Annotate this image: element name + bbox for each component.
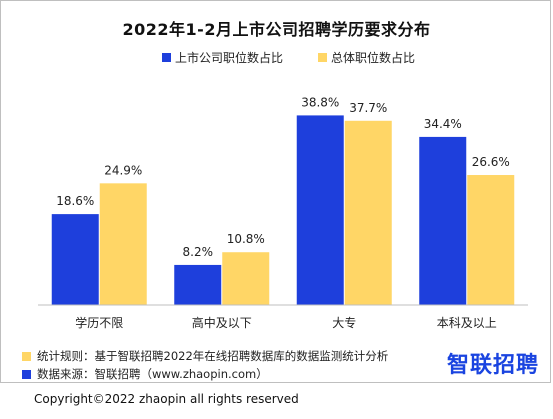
category-label-3: 大专: [332, 315, 356, 330]
legend-label-2: 总体职位数占比: [331, 50, 415, 65]
chart-title: 2022年1-2月上市公司招聘学历要求分布: [122, 20, 431, 39]
value-label-2-2: 10.8%: [227, 232, 265, 246]
copyright-text: Copyright©2022 zhaopin all rights reserv…: [34, 392, 299, 406]
value-label-1-2: 8.2%: [183, 245, 214, 259]
legend-label-1: 上市公司职位数占比: [175, 50, 283, 65]
bar-1-1: [51, 214, 99, 305]
bar-chart: 上市公司职位数占比 总体职位数占比 18.6% 24.9% 学历不限 8.2% 10.8% 高…: [38, 50, 528, 330]
category-label-1: 学历不限: [75, 315, 123, 330]
legend-swatch-2: [318, 53, 327, 62]
value-label-2-3: 37.7%: [349, 101, 387, 115]
category-label-4: 本科及以上: [437, 316, 497, 330]
bar-2-3: [344, 120, 392, 305]
value-label-1-3: 38.8%: [301, 95, 339, 109]
value-label-2-1: 24.9%: [104, 163, 142, 177]
rule-note-swatch: [22, 351, 31, 361]
bar-1-2: [174, 264, 222, 305]
statistics-rule-note: 统计规则：基于智联招聘2022年在线招聘数据库的数据监测统计分析: [22, 348, 388, 364]
value-label-1-4: 34.4%: [424, 117, 462, 131]
value-label-2-4: 26.6%: [472, 155, 510, 169]
bar-2-1: [99, 183, 147, 305]
bar-1-3: [296, 115, 344, 305]
source-note-swatch: [22, 369, 31, 379]
data-source-note: 数据来源：智联招聘（www.zhaopin.com）: [22, 366, 268, 382]
bar-2-4: [467, 175, 515, 305]
value-label-1-1: 18.6%: [56, 194, 94, 208]
bar-2-2: [222, 252, 270, 305]
category-label-2: 高中及以下: [192, 315, 252, 330]
source-note-text: 数据来源：智联招聘（www.zhaopin.com）: [37, 367, 268, 381]
rule-note-text: 统计规则：基于智联招聘2022年在线招聘数据库的数据监测统计分析: [37, 349, 389, 363]
bar-1-4: [419, 136, 467, 305]
legend-swatch-1: [162, 53, 171, 62]
zhaopin-logo: 智联招聘: [446, 353, 539, 378]
